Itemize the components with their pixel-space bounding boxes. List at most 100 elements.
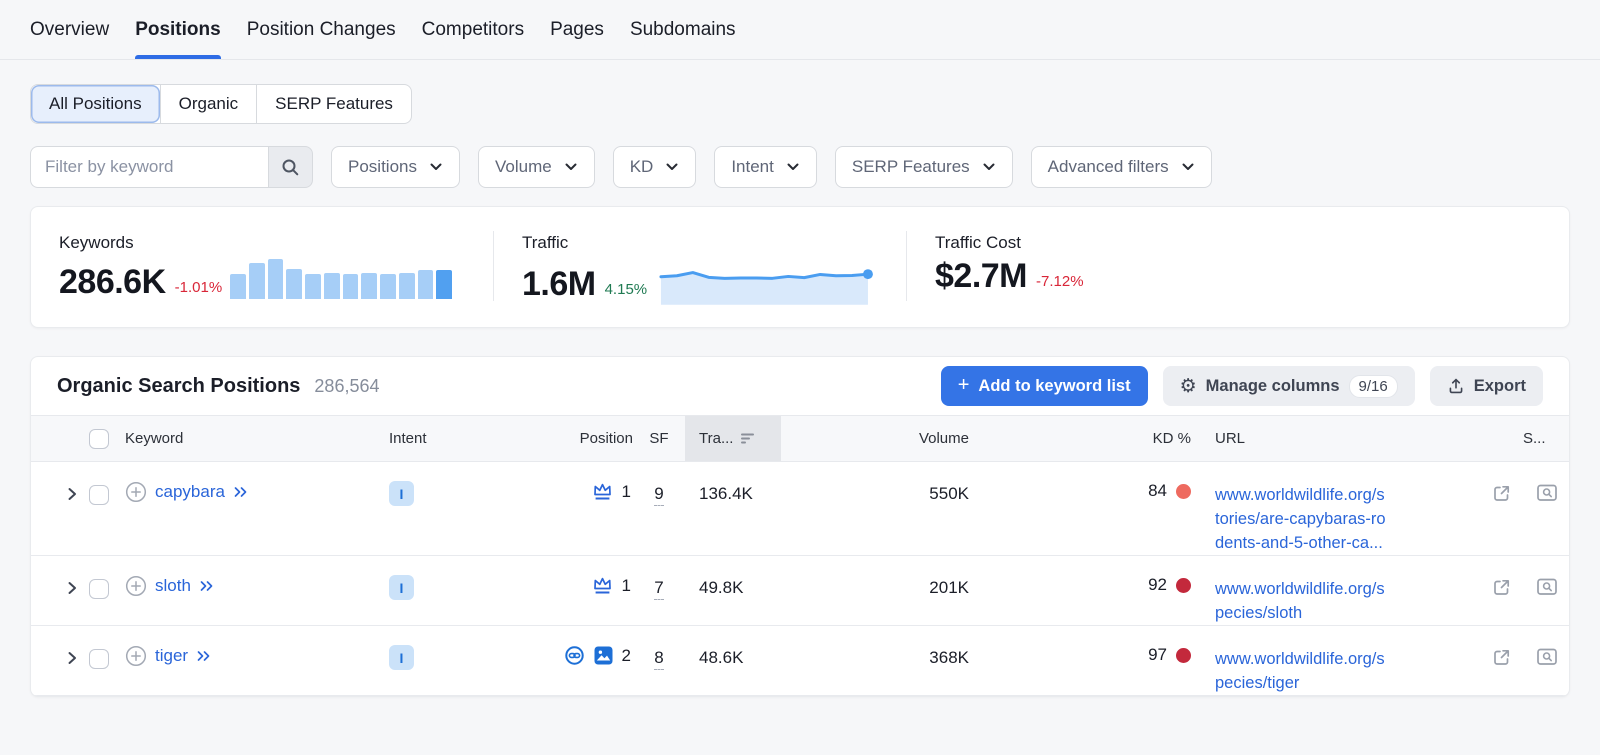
serp-features-count[interactable]: 9 xyxy=(654,484,664,506)
tab-pages[interactable]: Pages xyxy=(550,18,604,40)
filter-dropdown-volume[interactable]: Volume xyxy=(477,146,595,188)
filter-dropdown-kd[interactable]: KD xyxy=(612,146,697,188)
sort-descending-icon xyxy=(741,432,756,445)
keyword-link[interactable]: sloth xyxy=(155,576,191,595)
tab-overview[interactable]: Overview xyxy=(30,18,110,40)
column-header-position[interactable]: Position xyxy=(579,430,633,447)
keyword-details-chevrons-icon[interactable] xyxy=(199,579,216,593)
position-value: 1 xyxy=(621,482,631,501)
position-value: 2 xyxy=(621,645,631,665)
view-serp-icon[interactable] xyxy=(1536,577,1558,597)
select-all-checkbox-cell xyxy=(89,416,125,461)
intent-badge-informational[interactable]: I xyxy=(389,575,414,600)
table-column-header-row: Keyword Intent Position SF Tra... Volume… xyxy=(31,415,1569,462)
stat-traffic-cost: Traffic Cost $2.7M -7.12% xyxy=(906,231,1569,301)
intent-badge-informational[interactable]: I xyxy=(389,481,414,506)
tab-competitors[interactable]: Competitors xyxy=(421,18,525,40)
table-total-count: 286,564 xyxy=(314,375,380,396)
filter-dropdown-intent[interactable]: Intent xyxy=(714,146,817,188)
stat-traffic-cost-value: $2.7M xyxy=(935,257,1028,295)
stat-keywords-value: 286.6K xyxy=(59,263,166,301)
open-url-external-icon[interactable] xyxy=(1491,483,1512,504)
kd-indicator-dot xyxy=(1176,577,1191,593)
url-link[interactable]: www.worldwildlife.org/s pecies/sloth xyxy=(1215,580,1385,622)
chevron-down-icon xyxy=(429,160,443,174)
traffic-value: 136.4K xyxy=(699,484,753,503)
kd-value: 97 xyxy=(1148,645,1167,664)
add-keyword-plus-icon[interactable] xyxy=(125,481,147,503)
columns-count-badge: 9/16 xyxy=(1348,374,1398,398)
add-keyword-plus-icon[interactable] xyxy=(125,575,147,597)
chevron-down-icon xyxy=(665,160,679,174)
expand-row-chevron-icon[interactable] xyxy=(64,580,80,596)
kd-indicator-dot xyxy=(1176,647,1191,663)
segment-serp-features[interactable]: SERP Features xyxy=(256,85,411,123)
tab-position-changes[interactable]: Position Changes xyxy=(246,18,396,40)
intent-badge-informational[interactable]: I xyxy=(389,645,414,670)
view-serp-icon[interactable] xyxy=(1536,483,1558,503)
segment-organic[interactable]: Organic xyxy=(159,85,257,123)
open-url-external-icon[interactable] xyxy=(1491,577,1512,598)
expand-row-chevron-icon[interactable] xyxy=(64,650,80,666)
summary-stats-card: Keywords 286.6K -1.01% Traffic 1.6M 4.15… xyxy=(30,206,1570,328)
manage-columns-button[interactable]: ⚙ Manage columns 9/16 xyxy=(1162,366,1415,406)
organic-positions-card: Organic Search Positions 286,564 + Add t… xyxy=(30,356,1570,697)
stat-traffic: Traffic 1.6M 4.15% xyxy=(493,231,906,305)
add-keyword-plus-icon[interactable] xyxy=(125,645,147,667)
chevron-down-icon xyxy=(786,160,800,174)
stat-keywords-label: Keywords xyxy=(59,233,134,252)
column-header-sf[interactable]: SF xyxy=(649,430,669,447)
filter-dropdown-positions[interactable]: Positions xyxy=(331,146,460,188)
gear-icon: ⚙ xyxy=(1179,375,1197,397)
keyword-details-chevrons-icon[interactable] xyxy=(233,485,250,499)
column-header-kd[interactable]: KD % xyxy=(1152,430,1191,447)
kd-value: 84 xyxy=(1148,481,1167,500)
url-link[interactable]: www.worldwildlife.org/s tories/are-capyb… xyxy=(1215,486,1386,552)
keyword-details-chevrons-icon[interactable] xyxy=(196,649,213,663)
serp-features-count[interactable]: 8 xyxy=(654,648,664,670)
keyword-filter xyxy=(30,146,313,188)
keyword-filter-input[interactable] xyxy=(30,146,268,188)
tab-subdomains[interactable]: Subdomains xyxy=(629,18,736,40)
kd-indicator-dot xyxy=(1176,483,1191,499)
row-checkbox[interactable] xyxy=(89,579,109,599)
stat-keywords-change: -1.01% xyxy=(174,279,223,296)
segment-all-positions[interactable]: All Positions xyxy=(31,85,160,123)
open-url-external-icon[interactable] xyxy=(1491,647,1512,668)
select-all-checkbox[interactable] xyxy=(89,428,109,449)
url-link[interactable]: www.worldwildlife.org/s pecies/tiger xyxy=(1215,650,1385,692)
stat-traffic-value: 1.6M xyxy=(522,265,596,303)
header-expand-spacer xyxy=(55,416,89,461)
column-header-intent[interactable]: Intent xyxy=(389,430,427,447)
tab-positions[interactable]: Positions xyxy=(135,0,221,59)
filter-dropdown-advanced[interactable]: Advanced filters xyxy=(1030,146,1212,188)
export-button[interactable]: Export xyxy=(1429,366,1543,406)
add-to-keyword-list-button[interactable]: + Add to keyword list xyxy=(940,366,1148,406)
filter-bar: Positions Volume KD Intent SERP Features… xyxy=(0,124,1600,188)
keyword-link[interactable]: tiger xyxy=(155,646,189,665)
table-row: tiger I 2 8 48.6K 368K 97 www.worldwildl… xyxy=(31,626,1569,696)
filter-dropdown-serp-features[interactable]: SERP Features xyxy=(834,146,1013,188)
chevron-down-icon xyxy=(982,160,996,174)
stat-keywords: Keywords 286.6K -1.01% xyxy=(31,231,493,301)
stat-traffic-cost-label: Traffic Cost xyxy=(935,233,1021,252)
chevron-down-icon xyxy=(1181,160,1195,174)
keyword-filter-search-button[interactable] xyxy=(268,146,313,188)
column-header-url[interactable]: URL xyxy=(1215,430,1246,447)
volume-value: 201K xyxy=(929,578,969,597)
table-header-bar: Organic Search Positions 286,564 + Add t… xyxy=(31,357,1569,415)
column-header-traffic[interactable]: Tra... xyxy=(685,416,781,461)
column-header-volume[interactable]: Volume xyxy=(918,430,969,447)
search-icon xyxy=(281,158,300,177)
row-checkbox[interactable] xyxy=(89,649,109,669)
traffic-value: 48.6K xyxy=(699,648,744,667)
serp-features-count[interactable]: 7 xyxy=(654,578,664,600)
view-serp-icon[interactable] xyxy=(1536,647,1558,667)
column-header-keyword[interactable]: Keyword xyxy=(125,430,184,447)
keyword-link[interactable]: capybara xyxy=(155,482,225,501)
row-checkbox[interactable] xyxy=(89,485,109,505)
expand-row-chevron-icon[interactable] xyxy=(64,486,80,502)
column-header-serp[interactable]: S... xyxy=(1523,430,1546,447)
report-tabs: Overview Positions Position Changes Comp… xyxy=(0,0,1600,60)
